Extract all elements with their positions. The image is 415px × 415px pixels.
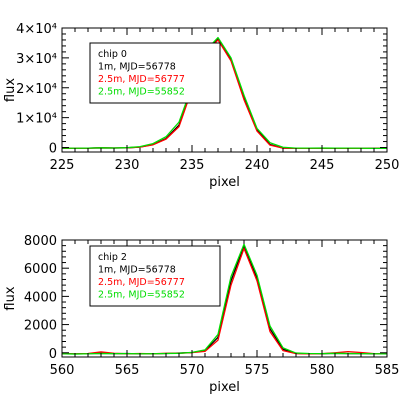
chart-panel-1: 560 565 570 575 580 585 0 2000 4000 6000 8000 pixel…: [3, 234, 399, 395]
x-tick-label: 585: [375, 363, 400, 378]
legend-entry: 2.5m, MJD=56777: [98, 74, 185, 85]
x-tick-label: 580: [310, 363, 335, 378]
x-tick-label: 225: [50, 158, 75, 173]
x-axis-label: pixel: [209, 380, 240, 395]
y-tick-label: 0: [49, 347, 57, 362]
x-tick-label: 245: [310, 158, 335, 173]
chart-panel-0: 225 230 235 240 245 250 0 1×10⁴ 2×10⁴ 3×10⁴ 4×10⁴ p…: [3, 22, 399, 190]
y-tick-label: 8000: [24, 234, 57, 249]
x-tick-label: 250: [375, 158, 400, 173]
x-tick-label: 570: [180, 363, 205, 378]
x-tick-label: 235: [180, 158, 205, 173]
x-tick-label: 565: [115, 363, 140, 378]
y-tick-label: 2×10⁴: [16, 82, 57, 97]
y-tick-label: 1×10⁴: [16, 112, 57, 127]
legend-entry: chip 0: [98, 49, 127, 60]
legend-entry: 1m, MJD=56778: [98, 62, 176, 73]
legend-entry: 2.5m, MJD=56777: [98, 277, 185, 288]
legend-entry: 1m, MJD=56778: [98, 265, 176, 276]
legend-entry: chip 2: [98, 252, 127, 263]
legend-box: [89, 42, 221, 104]
y-tick-label: 2000: [24, 319, 57, 334]
x-tick-label: 560: [50, 363, 75, 378]
plot-frame: [61, 239, 388, 358]
series-line-2: [62, 36, 387, 150]
y-tick-label: 4×10⁴: [16, 22, 57, 37]
y-tick-label: 3×10⁴: [16, 52, 57, 67]
series-line-2: [62, 243, 387, 355]
y-tick-label: 6000: [24, 262, 57, 277]
y-tick-label: 0: [49, 142, 57, 157]
legend-entry: 2.5m, MJD=55852: [98, 290, 185, 301]
x-tick-label: 230: [115, 158, 140, 173]
plot-frame: [61, 27, 388, 153]
legend-entry: 2.5m, MJD=55852: [98, 87, 185, 98]
y-axis-label: flux: [3, 78, 18, 102]
x-tick-label: 240: [245, 158, 270, 173]
x-axis-label: pixel: [209, 175, 240, 190]
y-tick-label: 4000: [24, 290, 57, 305]
x-tick-label: 575: [245, 363, 270, 378]
legend-box: [89, 245, 221, 307]
y-axis-label: flux: [3, 286, 18, 310]
